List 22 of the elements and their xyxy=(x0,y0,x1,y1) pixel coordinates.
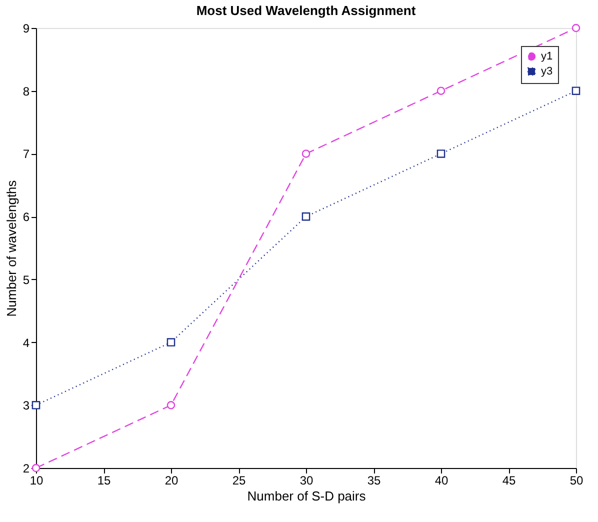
x-axis-title: Number of S-D pairs xyxy=(247,488,366,504)
y-tick-label: 6 xyxy=(22,210,30,224)
x-tick-label: 15 xyxy=(97,474,111,488)
y-tick-label: 3 xyxy=(22,398,30,413)
y-tick-label: 5 xyxy=(22,272,30,287)
legend-label: y1 xyxy=(541,50,553,62)
y-tick-label: 8 xyxy=(22,84,30,98)
x-tick-label: 35 xyxy=(367,474,381,488)
legend-label: y3 xyxy=(541,66,553,78)
x-tick-label: 45 xyxy=(502,474,516,488)
x-tick-label: 10 xyxy=(30,474,44,488)
x-tick-label: 25 xyxy=(232,474,246,488)
y-axis-title: Number of wavelengths xyxy=(4,180,19,317)
y-tick-label: 7 xyxy=(22,147,30,162)
y-tick-label: 2 xyxy=(22,462,30,476)
x-tick-label: 50 xyxy=(570,474,584,488)
x-tick-label: 30 xyxy=(300,474,314,488)
x-tick-label: 40 xyxy=(434,474,448,488)
y-tick-label: 4 xyxy=(22,336,30,350)
y-tick-label: 9 xyxy=(22,22,30,36)
x-tick-label: 20 xyxy=(164,474,178,488)
chart-title: Most Used Wavelength Assignment xyxy=(196,3,416,18)
